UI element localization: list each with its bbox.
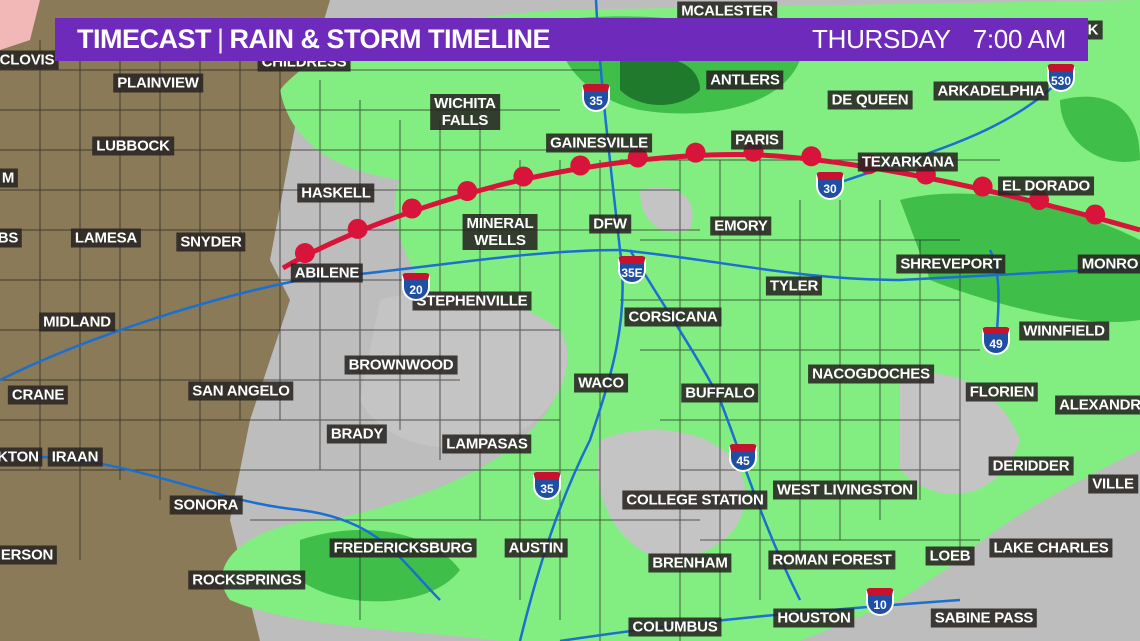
city-label: EL DORADO [998, 176, 1094, 196]
city-label: BROWNWOOD [344, 355, 458, 375]
city-label: BRENHAM [648, 553, 732, 573]
city-label: ARKADELPHIA [933, 81, 1049, 101]
city-label: TYLER [765, 276, 823, 296]
warm-front-bump [570, 155, 591, 176]
city-label: LOEB [925, 546, 975, 566]
city-label: ROMAN FOREST [768, 550, 896, 570]
city-label: AUSTIN [504, 538, 568, 558]
city-label: DE QUEEN [827, 90, 913, 110]
city-label: MINERAL WELLS [462, 214, 538, 250]
interstate-shield-icon: 530 [1047, 64, 1075, 92]
interstate-shield-icon: 35E [618, 256, 646, 284]
city-label: ABILENE [290, 263, 364, 283]
city-label: SHREVEPORT [896, 254, 1006, 274]
city-label: WEST LIVINGSTON [773, 480, 917, 500]
city-label: PLAINVIEW [113, 73, 203, 93]
warm-front-bump [801, 146, 822, 167]
city-label: CORSICANA [624, 307, 722, 327]
city-label: HOUSTON [773, 608, 855, 628]
city-label: WINNFIELD [1019, 321, 1109, 341]
city-label: DERIDDER [988, 456, 1074, 476]
interstate-shield-icon: 45 [729, 444, 757, 472]
terrain-west [0, 0, 330, 641]
city-label: ERSON [0, 545, 58, 565]
city-label: COLLEGE STATION [622, 490, 768, 510]
city-label: BUFFALO [681, 383, 759, 403]
rain-gray-gaps [360, 187, 1020, 560]
interstate-shield-icon: 35 [582, 84, 610, 112]
city-label: FLORIEN [965, 382, 1039, 402]
city-label: TEXARKANA [857, 152, 959, 172]
interstate-shield-icon: 49 [982, 327, 1010, 355]
city-label: LUBBOCK [92, 136, 174, 156]
interstate-shield-icon: 35 [533, 472, 561, 500]
city-label: BRADY [326, 424, 388, 444]
warm-front-bump [294, 243, 315, 264]
rain-heavy [620, 56, 700, 105]
banner-time: 7:00 AM [972, 24, 1067, 54]
city-label: KTON [0, 447, 43, 467]
city-label: HASKELL [297, 183, 375, 203]
city-label: LAMPASAS [442, 434, 532, 454]
banner-title-main: TIMECAST [77, 24, 212, 54]
warm-front-bump [513, 166, 534, 187]
city-label: DFW [589, 214, 631, 234]
city-label: ROCKSPRINGS [188, 570, 306, 590]
city-label: K [1083, 20, 1103, 40]
city-label: MONRO [1077, 254, 1140, 274]
warm-front-bump [972, 176, 993, 197]
warm-front-bump [457, 181, 478, 202]
city-label: GAINESVILLE [546, 133, 652, 153]
city-label: SONORA [169, 495, 243, 515]
interstate-shield-icon: 30 [816, 172, 844, 200]
banner-title: TIMECAST | RAIN & STORM TIMELINE [77, 24, 551, 55]
title-banner: TIMECAST | RAIN & STORM TIMELINE THURSDAY 7… [55, 18, 1088, 61]
city-label: SAN ANGELO [188, 381, 294, 401]
city-label: FREDERICKSBURG [329, 538, 477, 558]
city-label: VILLE [1088, 474, 1138, 494]
interstate-shield-icon: 10 [866, 588, 894, 616]
warm-front-bump [347, 218, 368, 239]
warm-front-bump [1085, 204, 1106, 225]
city-label: STEPHENVILLE [412, 291, 532, 311]
city-label: SABINE PASS [930, 608, 1038, 628]
city-label: CRANE [7, 385, 69, 405]
interstate-shield-icon: 20 [402, 273, 430, 301]
city-label: M [0, 168, 19, 188]
warm-front-bump [401, 198, 422, 219]
city-label: MCALESTER [677, 1, 777, 21]
city-label: WACO [574, 373, 628, 393]
banner-day: THURSDAY [812, 24, 951, 54]
terrain-new-mexico [0, 0, 40, 50]
city-label: CLOVIS [0, 50, 59, 70]
city-label: IRAAN [47, 447, 103, 467]
city-label: ANTLERS [706, 70, 784, 90]
city-label: EMORY [710, 216, 772, 236]
banner-datetime: THURSDAY 7:00 AM [812, 24, 1066, 55]
city-label: WICHITA FALLS [430, 94, 500, 130]
city-label: MIDLAND [39, 312, 115, 332]
city-label: LAKE CHARLES [989, 538, 1113, 558]
city-label: NACOGDOCHES [808, 364, 934, 384]
city-label: ALEXANDR [1055, 395, 1140, 415]
city-label: COLUMBUS [628, 617, 722, 637]
city-label: LAMESA [70, 228, 142, 248]
city-label: SNYDER [176, 232, 246, 252]
warm-front-bump [685, 142, 706, 163]
city-label: BS [0, 228, 23, 248]
banner-divider: | [217, 24, 224, 54]
banner-subtitle: RAIN & STORM TIMELINE [229, 24, 551, 54]
city-label: PARIS [731, 130, 783, 150]
